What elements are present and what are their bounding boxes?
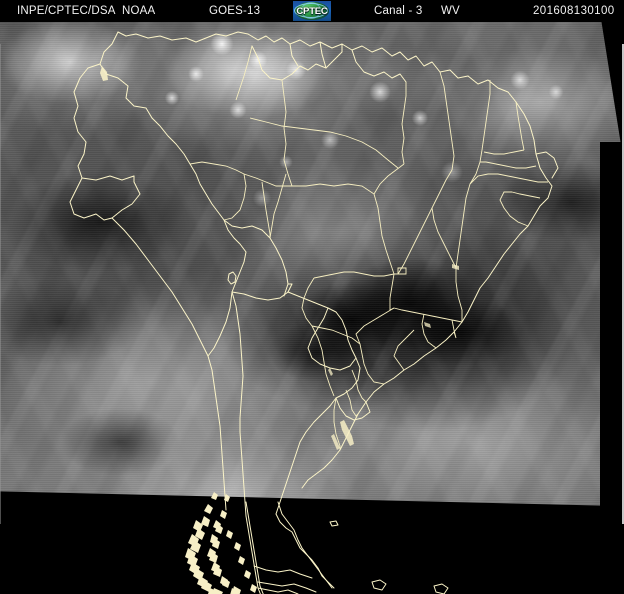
satellite-imagery-canvas [0, 22, 624, 594]
agency-label: NOAA [122, 5, 156, 17]
sensor-noise-texture [0, 22, 624, 594]
product-label: WV [441, 5, 460, 17]
cptec-logo-text: CPTEC [296, 5, 328, 17]
timestamp-label: 201608130100 [533, 5, 615, 17]
source-label: INPE/CPTEC/DSA [17, 5, 116, 17]
cptec-globe-logo: CPTEC [293, 1, 331, 21]
image-frame-left-edge [0, 44, 1, 524]
channel-label: Canal - 3 [374, 5, 423, 17]
satellite-label: GOES-13 [209, 5, 261, 17]
image-header-bar: INPE/CPTEC/DSA NOAA GOES-13 CPTEC Canal … [0, 0, 624, 22]
globe-meridian-icon [301, 2, 321, 19]
